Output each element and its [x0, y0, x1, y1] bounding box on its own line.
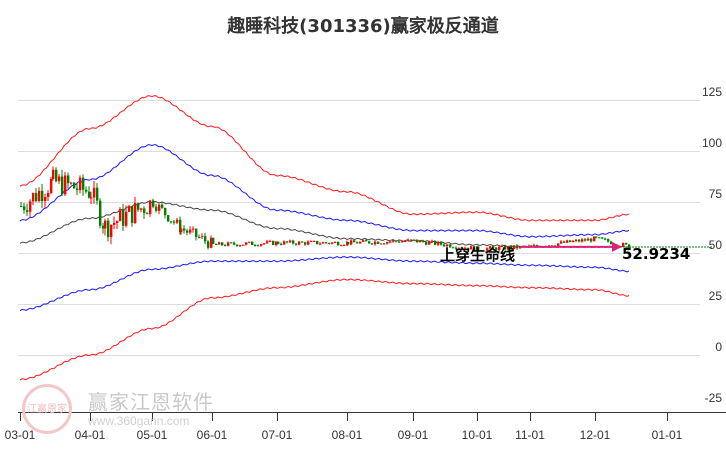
x-tick-label: 08-01 — [331, 428, 363, 442]
y-tick-label: 50 — [708, 238, 722, 252]
y-tick-label: 25 — [708, 289, 722, 303]
price-label: 52.9234 — [622, 245, 691, 263]
x-tick-label: 12-01 — [579, 428, 611, 442]
cross-lifeline-annotation: 上穿生命线 — [440, 246, 516, 264]
chart-title: 趣睡科技(301336)赢家极反通道 — [227, 16, 499, 37]
y-tick-label: 125 — [701, 85, 722, 99]
y-tick-label: -25 — [704, 391, 722, 405]
x-tick-label: 01-01 — [651, 428, 683, 442]
y-tick-label: 75 — [708, 187, 722, 201]
x-tick-label: 05-01 — [136, 428, 168, 442]
x-tick-label: 04-01 — [74, 428, 106, 442]
x-tick-label: 03-01 — [4, 428, 36, 442]
watermark-text: 赢家江恩软件 — [88, 390, 214, 414]
x-tick-label: 09-01 — [397, 428, 429, 442]
x-tick-label: 11-01 — [515, 428, 545, 442]
watermark-url: www.360gann.com — [88, 414, 190, 428]
y-tick-label: 100 — [701, 136, 722, 150]
x-tick-label: 07-01 — [261, 428, 293, 442]
watermark-logo: 江赢恩家 — [22, 384, 72, 434]
y-tick-label: 0 — [715, 340, 722, 354]
x-tick-label: 10-01 — [461, 428, 493, 442]
x-tick-label: 06-01 — [196, 428, 228, 442]
